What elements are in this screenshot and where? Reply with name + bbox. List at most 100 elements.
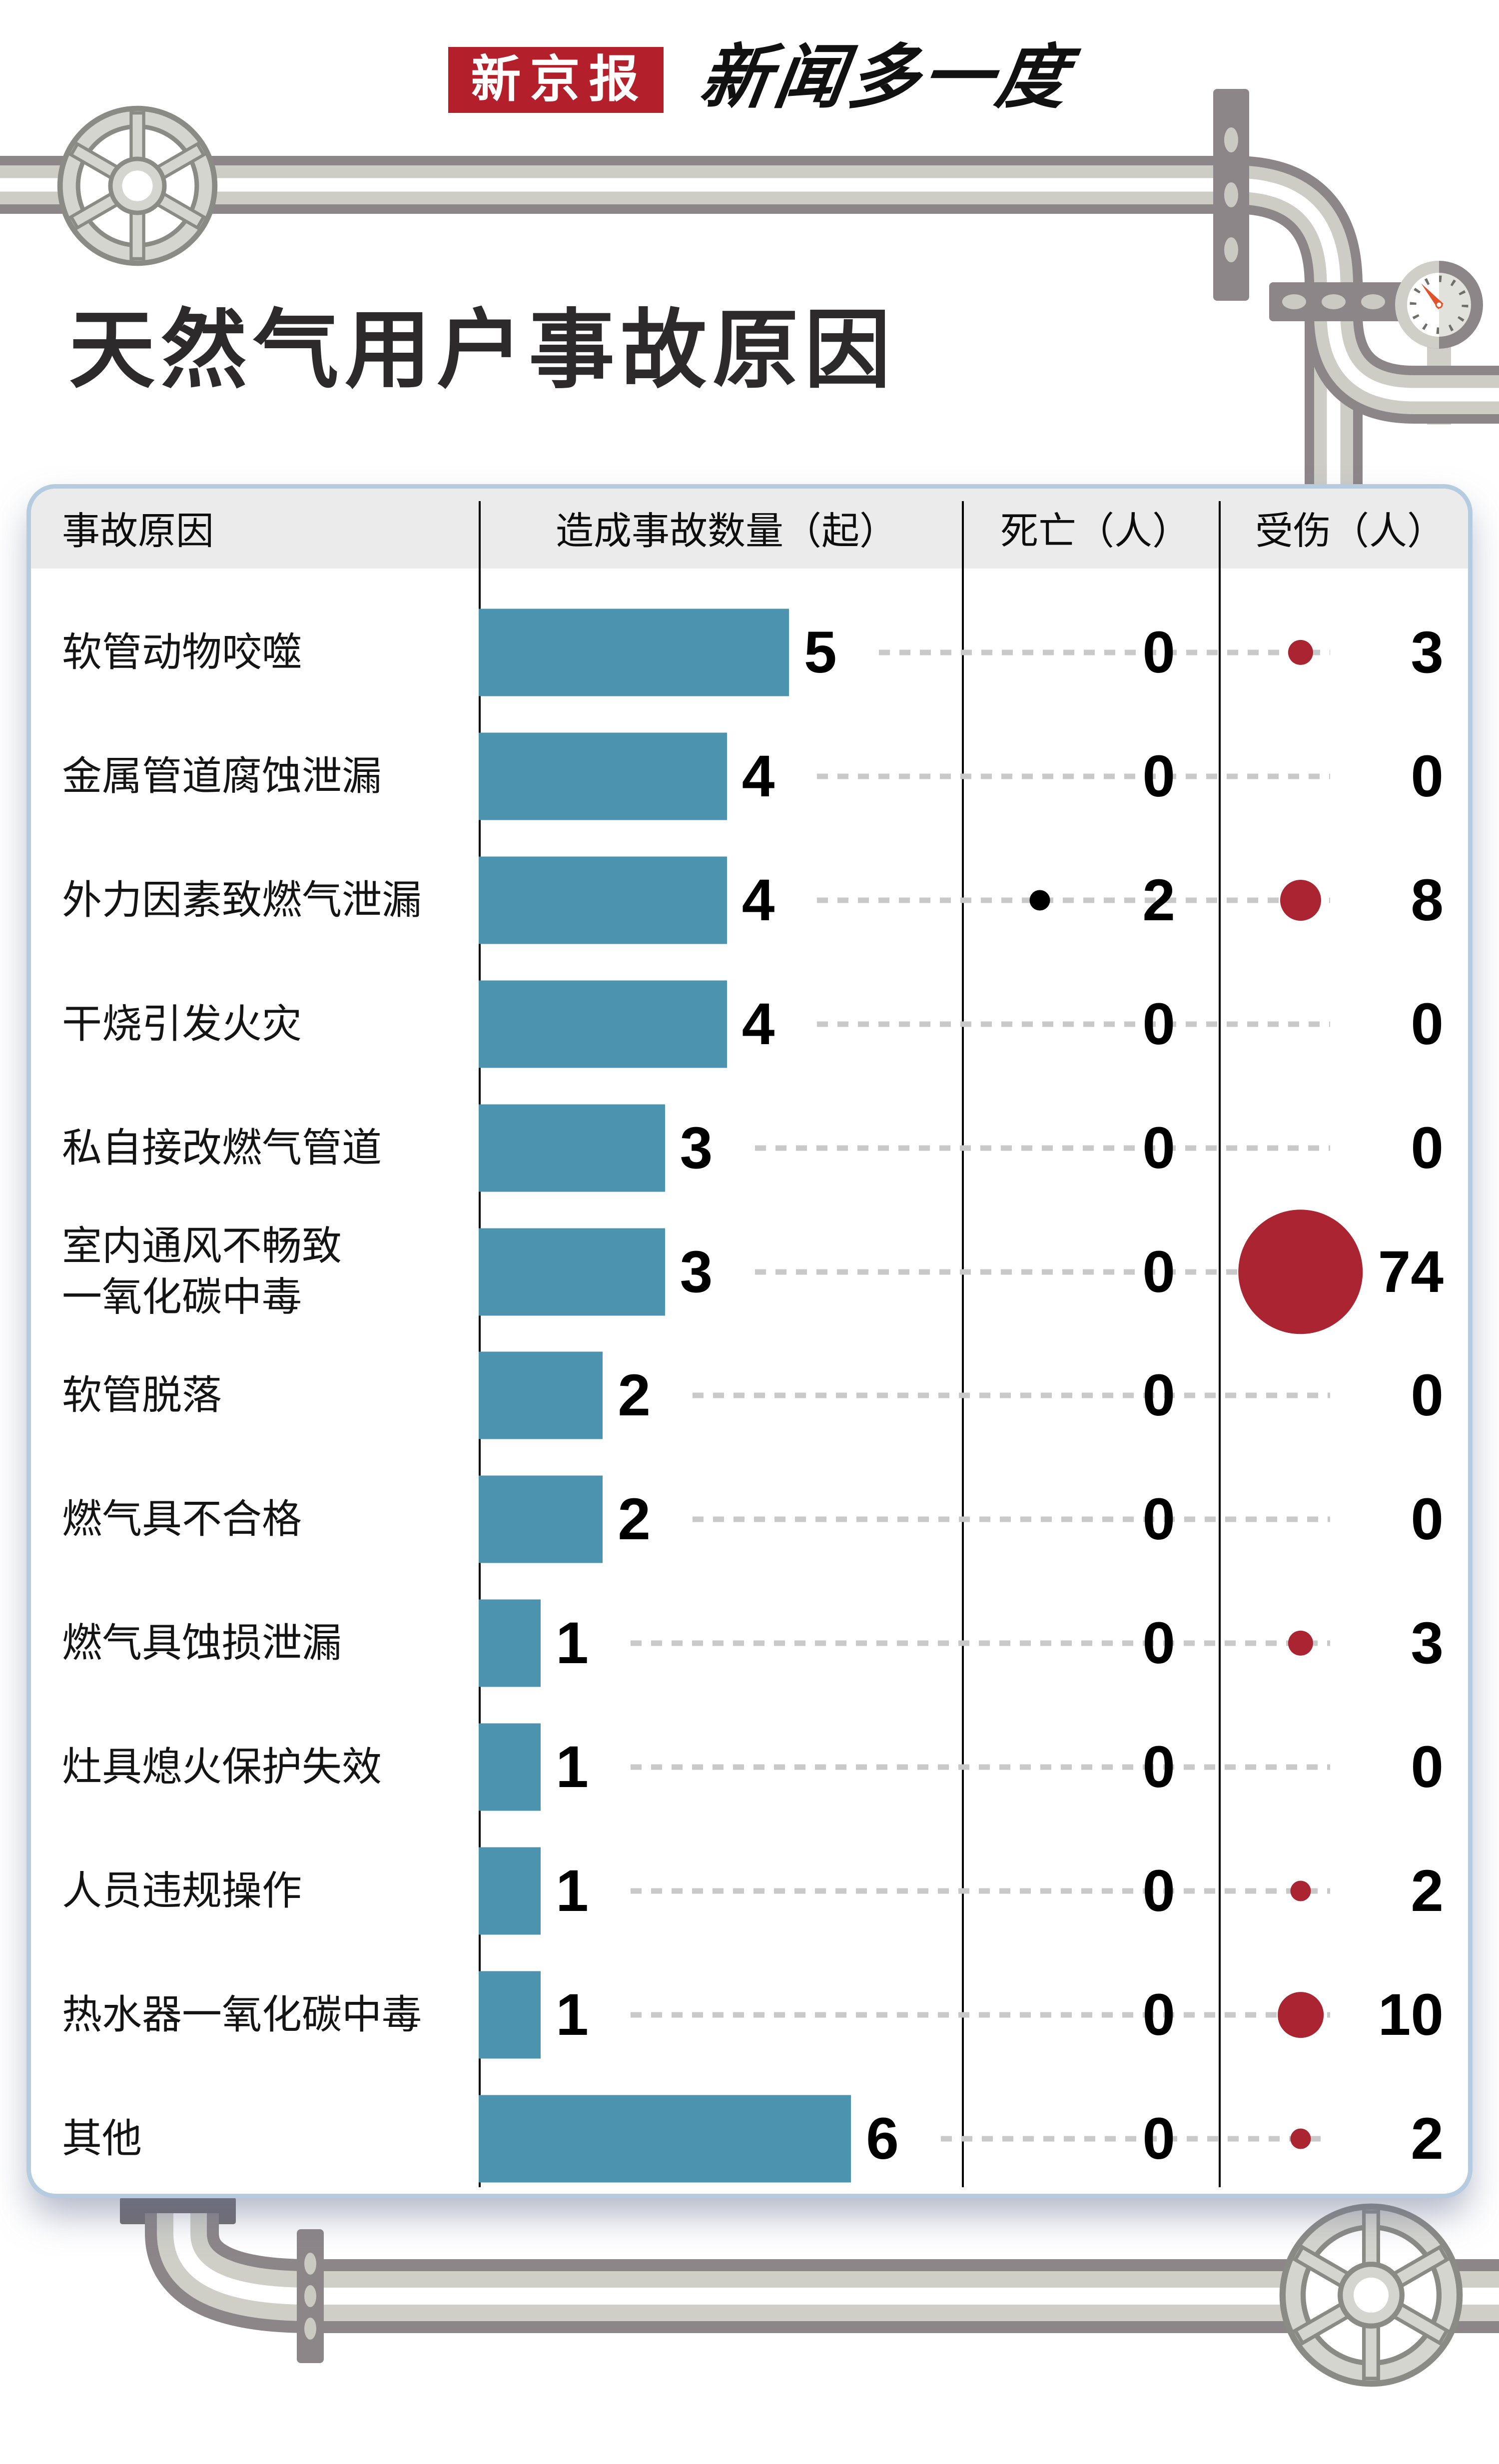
accidents-value: 3 [680,1238,713,1305]
deaths-value: 0 [1142,1734,1175,1801]
pipe-branch-right [1305,280,1499,424]
row-guide-dotted-line [693,1516,1330,1522]
row-guide-dotted-line [816,1021,1330,1027]
cause-label: 私自接改燃气管道 [62,1125,382,1170]
accidents-value: 4 [742,743,775,809]
accidents-bar [479,1104,665,1192]
deaths-value: 0 [1142,619,1175,685]
injuries-value: 0 [1411,1362,1444,1429]
gauge-needle [1421,283,1444,310]
cause-label: 灶具熄火保护失效 [62,1744,382,1789]
injuries-value: 2 [1411,1858,1444,1924]
deaths-dot [1029,890,1050,911]
accidents-value: 2 [618,1486,651,1553]
table-row: 外力因素致燃气泄漏 4 2 8 [31,838,1468,962]
row-guide-dotted-line [631,1888,1330,1894]
accidents-bar [479,1723,541,1811]
accidents-bar [479,980,727,1068]
cause-label: 干烧引发火灾 [62,1001,302,1046]
accidents-value: 1 [556,1734,589,1801]
accidents-bar [479,1971,541,2059]
cause-label: 热水器一氧化碳中毒 [62,1992,422,2037]
row-guide-dotted-line [941,2136,1330,2142]
deaths-value: 0 [1142,743,1175,809]
deaths-value: 0 [1142,1858,1175,1924]
deaths-value: 2 [1142,867,1175,933]
deaths-value: 0 [1142,1362,1175,1429]
row-guide-dotted-line [631,1640,1330,1646]
injuries-value: 8 [1411,867,1444,933]
injuries-dot [1288,639,1314,665]
table-row: 燃气具蚀损泄漏 1 0 3 [31,1581,1468,1705]
table-row: 热水器一氧化碳中毒 1 0 10 [31,1953,1468,2077]
accidents-bar [479,1847,541,1935]
cause-label: 软管脱落 [62,1373,222,1418]
accidents-value: 4 [742,991,775,1057]
cause-label: 燃气具不合格 [62,1497,302,1542]
deaths-value: 0 [1142,1115,1175,1181]
cause-label: 外力因素致燃气泄漏 [62,877,422,922]
row-guide-dotted-line [631,1764,1330,1770]
page-title: 天然气用户事故原因 [69,302,896,398]
logo-text: 新京报 [471,52,648,107]
cause-label: 燃气具蚀损泄漏 [62,1620,342,1665]
pipe-bottom [145,2213,1499,2333]
valve-wheel-icon-bottom-right [1283,2207,1460,2384]
column-header-accidents: 造成事故数量（起） [556,510,897,553]
table-row: 其他 6 0 2 [31,2077,1468,2201]
column-header-cause: 事故原因 [62,510,214,553]
accidents-bar [479,2095,851,2183]
column-divider-1 [479,501,481,2187]
accidents-bar [479,856,727,944]
accidents-value: 4 [742,867,775,933]
injuries-dot [1280,879,1322,921]
flange-collar-top [1269,282,1412,321]
injuries-dot [1290,1880,1311,1901]
injuries-value: 0 [1411,991,1444,1057]
accidents-value: 1 [556,1610,589,1677]
injuries-value: 2 [1411,2105,1444,2172]
accidents-value: 3 [680,1115,713,1181]
table-row: 灶具熄火保护失效 1 0 0 [31,1705,1468,1829]
row-guide-dotted-line [693,1392,1330,1398]
row-guide-dotted-line [754,1145,1330,1151]
accidents-bar [479,1351,603,1439]
cause-label: 人员违规操作 [62,1868,302,1913]
deaths-value: 0 [1142,1486,1175,1553]
column-header-deaths: 死亡（人） [1000,510,1190,553]
table-row: 人员违规操作 1 0 2 [31,1829,1468,1953]
table-row: 软管脱落 2 0 0 [31,1333,1468,1457]
table-row: 燃气具不合格 2 0 0 [31,1457,1468,1581]
cause-label: 金属管道腐蚀泄漏 [62,753,382,798]
masthead-tagline: 新闻多一度 [695,38,1076,116]
injuries-value: 3 [1411,619,1444,685]
deaths-value: 0 [1142,1610,1175,1677]
row-guide-dotted-line [879,649,1330,655]
accidents-bar [479,732,727,820]
row-guide-dotted-line [631,2012,1330,2018]
injuries-value: 74 [1378,1238,1444,1305]
injuries-value: 10 [1378,1981,1444,2048]
table-row: 金属管道腐蚀泄漏 4 0 0 [31,714,1468,838]
accidents-bar [479,1599,541,1687]
row-guide-dotted-line [816,773,1330,779]
injuries-value: 3 [1411,1610,1444,1677]
row-guide-dotted-line [816,897,1330,903]
accidents-bar [479,1228,665,1315]
table-row: 私自接改燃气管道 3 0 0 [31,1086,1468,1210]
accidents-value: 1 [556,1858,589,1924]
injuries-value: 0 [1411,1486,1444,1553]
injuries-dot [1290,2128,1311,2149]
deaths-value: 0 [1142,991,1175,1057]
accidents-value: 5 [804,619,837,685]
table-header-band [31,489,1468,569]
cause-label: 室内通风不畅致 一氧化碳中毒 [62,1224,342,1319]
flange-collar-bottom [297,2229,324,2363]
deaths-value: 0 [1142,1238,1175,1305]
xinjingbao-logo: 新京报 [448,47,664,113]
injuries-value: 0 [1411,1115,1444,1181]
table-row: 干烧引发火灾 4 0 0 [31,962,1468,1086]
deaths-value: 0 [1142,2105,1175,2172]
